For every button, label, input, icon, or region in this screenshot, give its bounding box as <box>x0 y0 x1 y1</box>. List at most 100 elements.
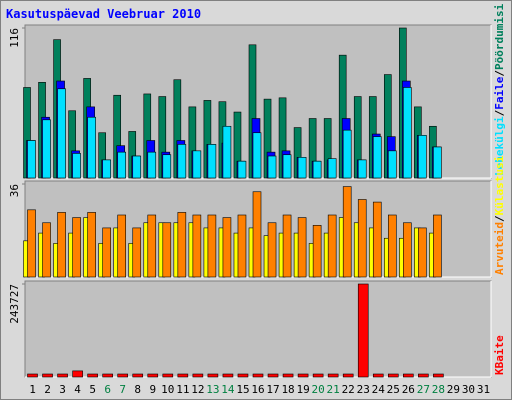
legend-separator: / <box>493 215 506 222</box>
x-tick-label: 29 <box>447 383 460 396</box>
x-tick-label: 28 <box>432 383 445 396</box>
bar <box>252 191 262 278</box>
panel <box>24 280 492 378</box>
bar <box>387 214 397 278</box>
bar <box>282 154 292 179</box>
x-tick-label: 8 <box>134 383 141 396</box>
bar <box>252 132 262 179</box>
x-tick-label: 26 <box>402 383 415 396</box>
bar <box>267 155 277 179</box>
bar <box>237 214 247 278</box>
bar <box>102 159 111 179</box>
bar <box>72 153 81 179</box>
bar <box>147 151 157 179</box>
bar <box>342 186 352 278</box>
x-tick-label: 18 <box>281 383 294 396</box>
x-tick-label: 22 <box>342 383 355 396</box>
bar <box>327 214 337 278</box>
bar <box>147 214 157 278</box>
x-tick-label: 17 <box>266 383 279 396</box>
bar <box>132 227 142 278</box>
x-tick-label: 20 <box>312 383 325 396</box>
bar <box>357 199 367 278</box>
bar <box>207 214 217 278</box>
bar <box>403 87 412 179</box>
x-tick-label: 5 <box>89 383 96 396</box>
x-tick-label: 25 <box>387 383 400 396</box>
bar <box>433 146 442 179</box>
x-tick-label: 10 <box>161 383 174 396</box>
bar <box>372 373 384 378</box>
bar <box>117 214 127 278</box>
bar <box>282 373 294 378</box>
legend-entry: Pöördumisi <box>493 3 506 70</box>
bar <box>87 373 98 378</box>
bar <box>207 144 217 179</box>
legend-entry: KBaite <box>493 335 506 375</box>
bar <box>72 370 83 378</box>
x-tick-label: 3 <box>59 383 66 396</box>
bar <box>297 157 307 179</box>
bar <box>57 373 68 378</box>
x-tick-label: 21 <box>327 383 340 396</box>
bar <box>42 222 51 278</box>
bar <box>312 373 324 378</box>
bar <box>222 125 232 179</box>
legend-entry: Külastusi <box>493 155 506 215</box>
y-tick-label: 36 <box>8 184 21 197</box>
x-tick-label: 1 <box>29 383 36 396</box>
bar <box>372 136 382 179</box>
x-tick-label: 9 <box>149 383 156 396</box>
bar <box>192 373 204 378</box>
x-tick-label: 12 <box>191 383 204 396</box>
bar <box>42 119 51 179</box>
bar <box>418 135 427 179</box>
legend-entry: Lehekülgi <box>493 116 506 176</box>
legend-separator: / <box>493 109 506 116</box>
x-tick-label: 23 <box>357 383 370 396</box>
x-tick-label: 31 <box>477 383 490 396</box>
bar <box>132 373 144 378</box>
bar <box>252 373 264 378</box>
bar <box>342 129 352 179</box>
bar <box>312 160 322 179</box>
bar <box>147 373 159 378</box>
bar <box>372 201 382 278</box>
bar <box>222 373 234 378</box>
bar <box>27 140 36 179</box>
bar <box>433 214 442 278</box>
bar <box>162 154 172 179</box>
bar <box>387 373 399 378</box>
legend: KBaite <box>493 335 506 375</box>
bar <box>222 217 232 278</box>
x-tick-label: 7 <box>119 383 126 396</box>
legend-entry: Arvuteid <box>493 222 506 275</box>
bar <box>403 222 412 278</box>
bar <box>162 373 174 378</box>
bar <box>418 373 429 378</box>
bar <box>87 212 96 278</box>
x-tick-label: 6 <box>104 383 111 396</box>
y-tick-label: 116 <box>8 28 21 48</box>
bar <box>27 373 38 378</box>
bar <box>357 283 369 378</box>
bar <box>87 116 96 179</box>
bar <box>267 222 277 278</box>
bar <box>162 222 172 278</box>
bar <box>132 155 142 179</box>
bar <box>403 373 414 378</box>
bar <box>357 159 367 179</box>
bar <box>102 373 113 378</box>
bar <box>237 373 249 378</box>
chart-title: Kasutuspäevad Veebruar 2010 <box>6 7 201 21</box>
bar <box>237 160 247 179</box>
x-tick-label: 14 <box>221 383 235 396</box>
x-tick-label: 27 <box>417 383 430 396</box>
x-tick-label: 24 <box>372 383 386 396</box>
x-tick-label: 4 <box>74 383 81 396</box>
bar <box>27 209 36 278</box>
bar <box>192 150 202 179</box>
y-tick-label: 243727 <box>8 284 21 324</box>
bar <box>177 212 187 278</box>
